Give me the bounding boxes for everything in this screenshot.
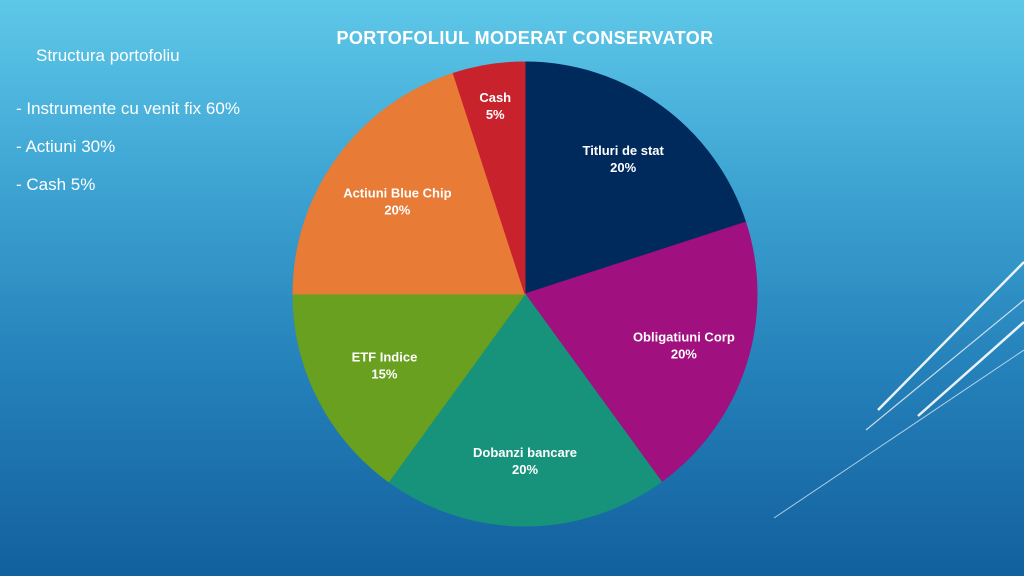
structure-item-stocks: - Actiuni 30% (16, 137, 116, 156)
pie-slice-titluri-de-stat (524, 61, 747, 295)
slice-label-actiuni-blue-chip: Actiuni Blue Chip 20% (343, 185, 451, 217)
slice-label-dobanzi-bancare: Dobanzi bancare 20% (473, 445, 577, 477)
pie-slice-obligatiuni-corp (524, 221, 758, 483)
pie-slice-actiuni-blue-chip (292, 72, 526, 295)
structure-item-cash: - Cash 5% (16, 175, 96, 194)
pie-slice-dobanzi-bancare (387, 293, 663, 527)
pie-slice-etf-indice (292, 293, 526, 483)
slice-label-etf-indice: ETF Indice 15% (352, 350, 418, 382)
slice-label-cash: Cash 5% (479, 90, 511, 122)
chart-title: PORTOFOLIUL MODERAT CONSERVATOR (336, 28, 714, 48)
pie-slice-cash (452, 61, 526, 295)
portfolio-structure-list: - Instrumente cu venit fix 60% - Actiuni… (16, 98, 240, 212)
slice-label-titluri-de-stat: Titluri de stat 20% (582, 143, 664, 175)
structure-item-fixed-income: - Instrumente cu venit fix 60% (16, 99, 240, 118)
portfolio-structure-heading: Structura portofoliu (36, 46, 180, 65)
slice-label-obligatiuni-corp: Obligatiuni Corp 20% (633, 330, 735, 362)
